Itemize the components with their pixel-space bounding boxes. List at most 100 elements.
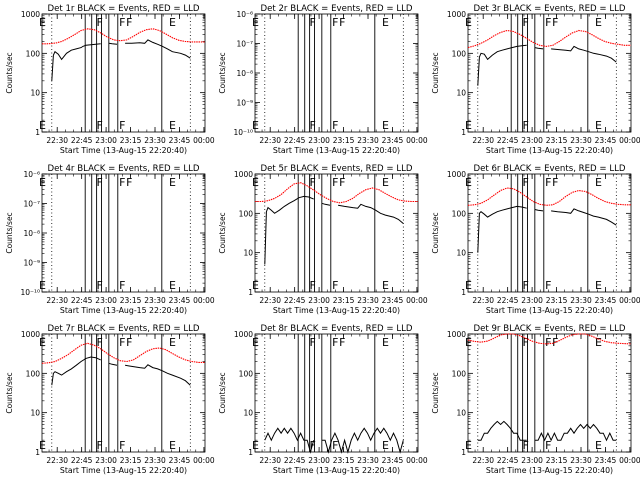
region-marker-E: E xyxy=(595,336,602,349)
x-tick-label: 22:30 xyxy=(472,136,494,145)
region-marker-F: F xyxy=(96,279,102,292)
region-marker-F: F xyxy=(545,176,551,189)
x-tick-label: 22:30 xyxy=(46,456,68,465)
x-tick-label: 23:45 xyxy=(382,296,404,305)
events-series-line xyxy=(534,47,544,50)
lld-series-line xyxy=(467,29,631,49)
x-axis-label: Start Time (13-Aug-15 22:20:40) xyxy=(486,306,613,315)
plot-frame xyxy=(467,13,632,133)
region-marker-F: F xyxy=(332,439,338,452)
region-marker-F: F xyxy=(332,16,338,29)
region-marker-E: E xyxy=(382,439,389,452)
detector-panel: Det 1r BLACK = Events, RED = LLD Counts/s… xyxy=(5,4,215,155)
y-tick-label: 1000 xyxy=(447,170,466,179)
x-tick-label: 00:00 xyxy=(619,456,640,465)
detector-panel: Det 4r BLACK = Events, RED = LLD Counts/s… xyxy=(5,164,215,315)
region-marker-F: F xyxy=(339,16,345,29)
x-tick-label: 22:30 xyxy=(259,136,281,145)
region-marker-E: E xyxy=(465,279,472,292)
region-marker-F: F xyxy=(119,439,125,452)
y-tick-label: 1 xyxy=(461,448,466,457)
x-tick-label: 22:30 xyxy=(259,456,281,465)
y-axis-label: Counts/sec xyxy=(218,52,227,93)
x-tick-label: 23:00 xyxy=(95,456,117,465)
events-series-line xyxy=(321,427,404,454)
plot-frame xyxy=(467,333,632,453)
region-marker-E: E xyxy=(39,16,46,29)
region-marker-F: F xyxy=(309,279,315,292)
detector-panel: Det 6r BLACK = Events, RED = LLD Counts/s… xyxy=(431,164,640,315)
events-series-line xyxy=(108,42,118,45)
x-tick-label: 23:45 xyxy=(169,456,191,465)
x-tick-label: 22:45 xyxy=(497,456,519,465)
region-marker-E: E xyxy=(465,176,472,189)
x-tick-label: 22:45 xyxy=(71,456,93,465)
panel-title: Det 7r BLACK = Events, RED = LLD xyxy=(47,324,199,334)
x-tick-label: 23:30 xyxy=(570,296,592,305)
x-tick-label: 23:00 xyxy=(521,136,543,145)
region-marker-E: E xyxy=(252,16,259,29)
x-tick-label: 22:45 xyxy=(497,136,519,145)
x-tick-label: 22:45 xyxy=(71,136,93,145)
y-axis-label: Counts/sec xyxy=(431,212,440,253)
y-tick-label: 1000 xyxy=(21,10,40,19)
x-tick-label: 22:45 xyxy=(71,296,93,305)
x-axis-label: Start Time (13-Aug-15 22:20:40) xyxy=(60,306,187,315)
events-series-line xyxy=(51,43,101,81)
x-tick-label: 23:15 xyxy=(546,296,568,305)
x-tick-label: 23:30 xyxy=(357,456,379,465)
region-marker-F: F xyxy=(119,336,125,349)
x-tick-label: 23:00 xyxy=(308,136,330,145)
region-marker-E: E xyxy=(465,119,472,132)
region-marker-E: E xyxy=(252,279,259,292)
x-tick-label: 23:45 xyxy=(595,296,617,305)
events-series-line xyxy=(108,362,118,366)
events-series-line xyxy=(551,208,617,226)
region-marker-F: F xyxy=(309,119,315,132)
region-marker-F: F xyxy=(96,119,102,132)
y-axis-label: Counts/sec xyxy=(218,212,227,253)
y-tick-label: 10 xyxy=(243,409,253,418)
panel-title: Det 1r BLACK = Events, RED = LLD xyxy=(47,4,199,14)
plot-frame xyxy=(467,173,632,293)
region-marker-E: E xyxy=(465,336,472,349)
y-tick-label: 10 xyxy=(30,89,40,98)
region-marker-E: E xyxy=(169,279,176,292)
x-tick-label: 23:45 xyxy=(595,136,617,145)
events-series-line xyxy=(51,356,101,386)
region-marker-E: E xyxy=(382,176,389,189)
region-marker-F: F xyxy=(339,176,345,189)
x-axis-label: Start Time (13-Aug-15 22:20:40) xyxy=(486,146,613,155)
x-axis-label: Start Time (13-Aug-15 22:20:40) xyxy=(273,146,400,155)
plot-frame xyxy=(41,173,206,293)
region-marker-F: F xyxy=(545,336,551,349)
region-marker-F: F xyxy=(309,336,315,349)
x-tick-label: 23:15 xyxy=(333,296,355,305)
x-tick-label: 23:15 xyxy=(546,456,568,465)
x-axis-label: Start Time (13-Aug-15 22:20:40) xyxy=(60,146,187,155)
region-marker-E: E xyxy=(39,119,46,132)
x-tick-label: 22:30 xyxy=(46,136,68,145)
x-tick-label: 23:15 xyxy=(333,456,355,465)
panel-title: Det 9r BLACK = Events, RED = LLD xyxy=(473,324,625,334)
region-marker-E: E xyxy=(595,119,602,132)
lld-series-line xyxy=(42,28,205,45)
region-marker-E: E xyxy=(382,16,389,29)
y-tick-label: 1 xyxy=(35,128,40,137)
region-marker-F: F xyxy=(552,176,558,189)
panel-title: Det 4r BLACK = Events, RED = LLD xyxy=(47,164,199,174)
panel-title: Det 5r BLACK = Events, RED = LLD xyxy=(260,164,412,174)
x-tick-label: 00:00 xyxy=(619,136,640,145)
y-tick-label: 10⁻¹⁰ xyxy=(233,128,253,137)
region-marker-F: F xyxy=(522,119,528,132)
region-marker-E: E xyxy=(39,279,46,292)
events-series-line xyxy=(477,420,527,441)
region-marker-F: F xyxy=(96,439,102,452)
region-marker-F: F xyxy=(332,279,338,292)
region-marker-F: F xyxy=(545,119,551,132)
x-tick-label: 23:30 xyxy=(144,136,166,145)
region-marker-F: F xyxy=(552,16,558,29)
plot-frame xyxy=(41,333,206,453)
y-tick-label: 1000 xyxy=(234,330,253,339)
events-series-line xyxy=(551,45,617,63)
